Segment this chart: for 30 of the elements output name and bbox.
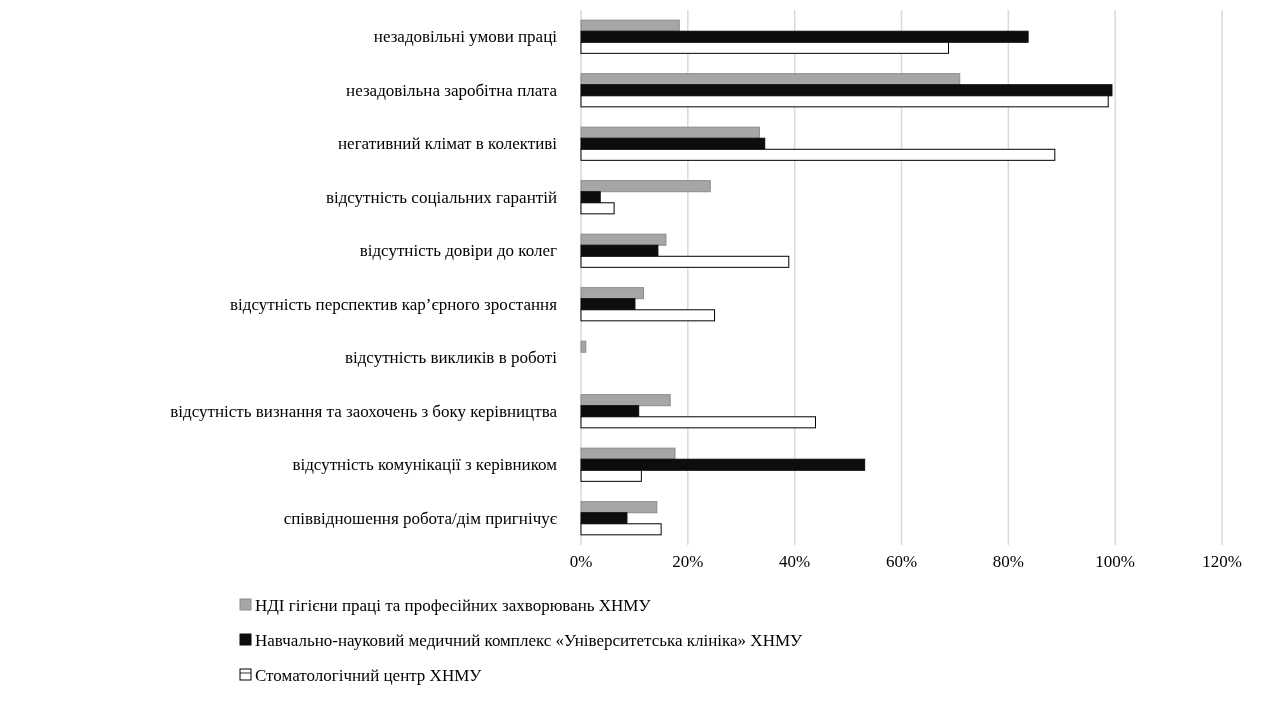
x-tick-label: 60% (885, 552, 918, 571)
x-tick-label: 40% (779, 552, 811, 571)
y-tick-label: незадовільна заробітна плата (346, 80, 558, 100)
x-tick-label: 20% (672, 552, 704, 571)
y-tick-label: незадовільні умови праці (373, 27, 558, 47)
legend-label: Стоматологічний центр ХНМУ (255, 665, 483, 685)
bar (580, 501, 658, 514)
bar (580, 233, 667, 246)
y-tick-label: співвідношення робота/дім пригнічує (283, 508, 558, 528)
x-tick-label: 100% (1095, 552, 1135, 571)
bar (580, 73, 961, 86)
y-tick-label: відсутність перспектив кар’єрного зростання (230, 294, 558, 314)
bar (580, 180, 711, 193)
bar (580, 447, 676, 460)
y-tick-label: відсутність соціальних гарантій (325, 187, 557, 207)
y-tick-label: відсутність викликів в роботі (344, 348, 558, 368)
bar (580, 340, 587, 353)
legend-label: Навчально-науковий медичний комплекс «Університетська клініка» ХНМУ (255, 630, 804, 650)
bar (580, 394, 671, 407)
x-tick-label: 120% (1202, 552, 1242, 571)
y-tick-label: відсутність довіри до колег (359, 241, 558, 261)
y-tick-label: відсутність комунікації з керівником (292, 455, 558, 475)
x-tick-label: 80% (992, 552, 1024, 571)
legend-label: НДІ гігієни праці та професійних захворювань ХНМУ (255, 595, 652, 615)
bar (580, 126, 760, 139)
bar (580, 19, 680, 32)
bar (580, 287, 644, 300)
y-tick-label: відсутність визнання та заохочень з боку керівництва (170, 401, 558, 421)
x-tick-label: 0% (569, 552, 593, 571)
y-tick-label: негативний клімат в колективі (338, 134, 558, 154)
